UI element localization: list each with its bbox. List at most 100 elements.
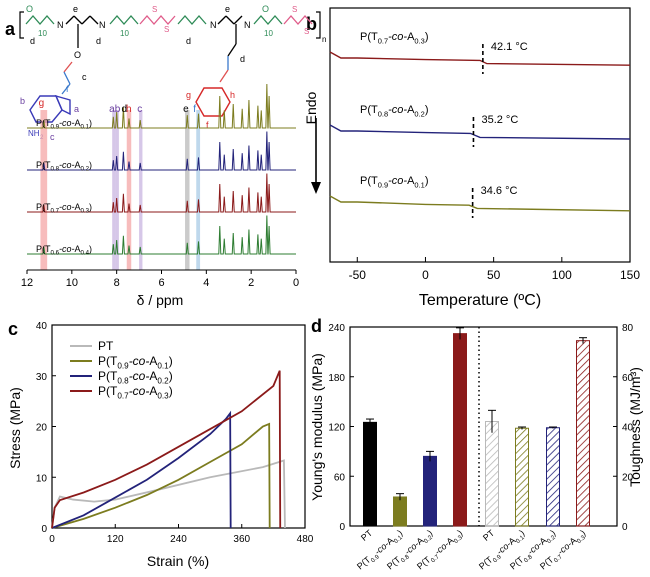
formula-part-a: A [75, 118, 81, 128]
formula-part-close: ) [169, 369, 173, 383]
ss-legend-label: P(T0.7-co-A0.3) [98, 384, 173, 401]
panel-letter-c: c [8, 319, 18, 339]
bond-line [73, 15, 83, 25]
bond-line [89, 15, 99, 25]
formula-part-sub2: 0.3 [414, 36, 424, 45]
bar-x-label: P(T0.8-co-A0.2) [385, 528, 436, 574]
formula-part-sub1: 0.7 [553, 553, 564, 564]
nmr-x-tick-label: 4 [203, 277, 209, 289]
formula-part-name: P(T [360, 31, 378, 43]
left-y-tick-label: 240 [328, 323, 345, 334]
formula-part-sub2: 0.3 [81, 208, 90, 215]
label-d: d [30, 36, 35, 46]
ss-curve [51, 422, 271, 529]
bond-line [63, 71, 71, 85]
peak-band [139, 110, 143, 270]
formula-part-name: P(T [36, 202, 51, 212]
formula-part-sub1: 0.7 [378, 36, 388, 45]
formula-part-sub2: 0.3 [157, 392, 169, 401]
formula-part-mid: -co- [388, 104, 407, 116]
disulfide-chain-1 [139, 15, 176, 25]
bar-x-label: P(T0.8-co-A0.2) [508, 528, 559, 574]
formula-part-mid: -co- [59, 244, 75, 254]
formula-part-sub1: 0.7 [117, 392, 129, 401]
dsc-y-axis-label: Endo [303, 91, 319, 124]
nmr-peak-label: d [122, 104, 128, 115]
formula-part-a: A [407, 104, 415, 116]
nmr-x-tick-label: 10 [66, 277, 78, 289]
formula-part-sub2: 0.4 [81, 250, 90, 257]
label-f: f [206, 120, 209, 130]
ss-y-tick-label: 40 [36, 321, 48, 332]
formula-part-sub2: 0.3 [576, 534, 587, 545]
formula-part-mid: -co- [129, 384, 150, 398]
left-y-axis-label: Young's modulus (MPa) [309, 353, 325, 501]
nmr-series-label: P(T0.9-co-A0.1) [36, 118, 92, 131]
nmr-peak-label: c [137, 104, 142, 115]
subscript-10: 10 [120, 29, 129, 38]
nmr-peak-label: f [193, 104, 196, 115]
formula-part-mid: -co- [59, 118, 75, 128]
formula-part-a: A [149, 369, 157, 383]
formula-part-a: A [537, 535, 548, 547]
ss-legend-label: P(T0.8-co-A0.2) [98, 369, 173, 386]
ss-y-tick-label: 10 [36, 473, 48, 484]
polymer-structure-drawing: n10ONNedd10SSNeNd10SSOOcfabNH2cdhgf [19, 4, 326, 142]
tg-value-label: 42.1 °C [491, 41, 528, 53]
formula-part-close: ) [89, 244, 92, 254]
formula-part-a: A [407, 31, 415, 43]
formula-part-sub1: 0.8 [523, 553, 534, 564]
n-atom: N [244, 20, 251, 30]
repeat-n: n [322, 35, 326, 44]
dsc-frame [329, 7, 631, 263]
nmr-spectra-panel: P(T0.9-co-A0.1)P(T0.8-co-A0.2)P(T0.7-co-… [21, 83, 299, 308]
bond-line [61, 83, 71, 95]
formula-part-close: ) [425, 31, 429, 43]
formula-part-close: ) [518, 528, 527, 538]
o-atom: O [262, 4, 269, 14]
formula-part-sub1: 0.8 [51, 166, 60, 173]
modulus-bar [453, 333, 467, 527]
formula-part-name: P(T [415, 554, 433, 571]
dsc-series-label: P(T0.7-co-A0.3) [360, 31, 428, 45]
right-y-tick-label: 40 [622, 423, 634, 434]
formula-part-sub1: 0.6 [51, 250, 60, 257]
formula-part-close: ) [89, 160, 92, 170]
ss-x-tick-label: 240 [170, 534, 187, 545]
tg-value-label: 35.2 °C [481, 114, 518, 126]
formula-part-sub2: 0.2 [546, 534, 557, 545]
dsc-curve [329, 124, 631, 140]
bar-x-label: PT [359, 528, 375, 543]
left-y-tick-label: 0 [339, 522, 345, 533]
peak-band [40, 110, 48, 270]
formula-part-name: PT [98, 339, 114, 353]
nmr-series-label: P(T0.6-co-A0.4) [36, 244, 92, 257]
panel-letter-a: a [5, 19, 16, 39]
modulus-bar [393, 496, 407, 527]
nmr-x-tick-label: 12 [21, 277, 33, 289]
nmr-peak-label: a [109, 104, 115, 115]
formula-part-close: ) [456, 528, 465, 538]
nmr-peak-label: e [183, 104, 189, 115]
nmr-peak-label: b [115, 104, 121, 115]
peak-band [126, 110, 132, 270]
formula-part-close: ) [549, 528, 558, 538]
label-d: d [96, 36, 101, 46]
formula-part-a: A [414, 535, 425, 547]
formula-part-sub1: 0.9 [370, 553, 381, 564]
tg-value-label: 34.6 °C [481, 185, 518, 197]
formula-part-name: P(T [385, 554, 403, 571]
dsc-series-label: P(T0.8-co-A0.2) [360, 104, 428, 118]
right-y-tick-label: 80 [622, 323, 634, 334]
n-atom: N [99, 20, 106, 30]
formula-part-mid: -co- [129, 354, 150, 368]
formula-part-close: ) [89, 202, 92, 212]
repeat-bracket-left [19, 11, 24, 39]
formula-part-sub1: 0.9 [492, 553, 503, 564]
formula-part-a: A [506, 535, 517, 547]
s-atom: S [292, 5, 297, 14]
right-y-tick-label: 20 [622, 472, 634, 483]
left-y-tick-label: 60 [334, 472, 346, 483]
bond-line [81, 15, 91, 25]
formula-part-name: P(T [36, 118, 51, 128]
